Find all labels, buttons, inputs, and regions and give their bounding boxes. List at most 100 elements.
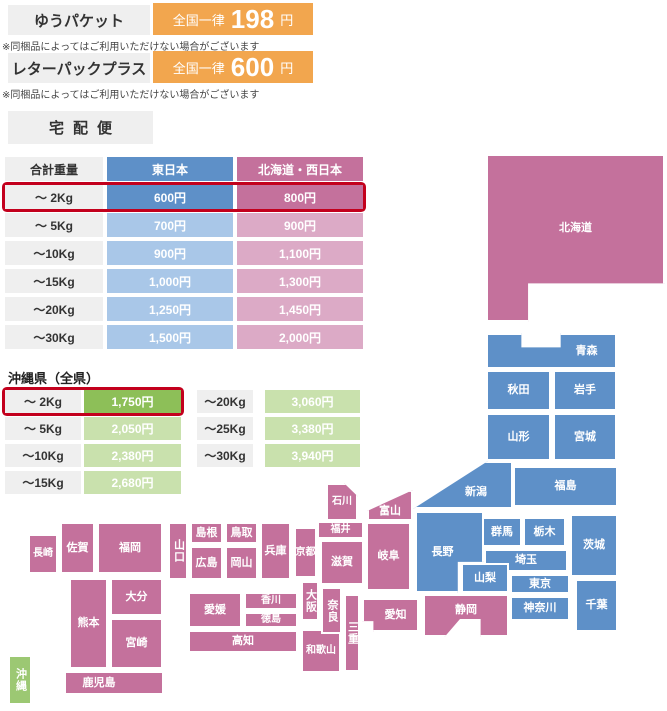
- map-region-gifu: 岐阜: [366, 522, 411, 591]
- map-region-tokyo: 東京: [510, 574, 570, 594]
- map-region-ibaraki: 茨城: [570, 514, 618, 577]
- map-region-tochigi: 栃木: [523, 517, 566, 547]
- east-price-cell: 1,000円: [107, 269, 233, 293]
- east-price-cell: 900円: [107, 241, 233, 265]
- map-region-hyogo: 兵庫: [260, 522, 291, 580]
- map-region-yamaguchi: 山口: [168, 522, 188, 580]
- price-amount: 600: [231, 54, 274, 80]
- map-region-hiroshima: 広島: [190, 546, 223, 580]
- map-region-shimane: 島根: [190, 522, 223, 544]
- east-price-cell: 1,250円: [107, 297, 233, 321]
- weight-cell: ～30Kg: [5, 325, 103, 349]
- okinawa-price-cell: 2,680円: [84, 471, 181, 494]
- rate-row: ～20Kg1,250円1,450円: [5, 297, 363, 321]
- rate-row: ～ 5Kg700円900円: [5, 213, 363, 237]
- map-region-osaka: 大阪: [301, 581, 319, 621]
- shipping-option-price: 全国一律 198 円: [153, 3, 313, 35]
- okinawa-rate-row: ～ 5Kg2,050円: [5, 417, 181, 440]
- price-amount: 198: [231, 6, 274, 32]
- price-prefix: 全国一律: [173, 10, 225, 29]
- west-price-cell: 900円: [237, 213, 363, 237]
- map-region-yamagata: 山形: [486, 413, 551, 461]
- map-region-ishikawa: 石川: [326, 483, 358, 521]
- map-region-akita: 秋田: [486, 370, 551, 411]
- header-east-japan: 東日本: [107, 157, 233, 181]
- map-region-miyazaki: 宮崎: [110, 618, 163, 669]
- header-total-weight: 合計重量: [5, 157, 103, 181]
- map-region-kagawa: 香川: [244, 592, 298, 610]
- map-region-mie: 三重: [344, 594, 360, 672]
- table-header-row: 合計重量東日本北海道・西日本: [5, 157, 363, 181]
- weight-cell: ～ 5Kg: [5, 213, 103, 237]
- map-region-kanagawa: 神奈川: [510, 596, 570, 621]
- weight-cell: ～15Kg: [5, 269, 103, 293]
- map-region-miyagi: 宮城: [553, 413, 617, 461]
- takuhaibin-title: 宅配便: [8, 111, 153, 144]
- okinawa-price-cell: 2,050円: [84, 417, 181, 440]
- okinawa-title: 沖縄県（全県）: [8, 368, 99, 387]
- shipping-option-price: 全国一律 600 円: [153, 51, 313, 83]
- map-region-iwate: 岩手: [553, 370, 617, 411]
- price-prefix: 全国一律: [173, 58, 225, 77]
- header-hokkaido-west-japan: 北海道・西日本: [237, 157, 363, 181]
- price-unit: 円: [280, 10, 293, 29]
- map-region-shizuoka: 静岡: [423, 594, 509, 637]
- rate-row: ～15Kg1,000円1,300円: [5, 269, 363, 293]
- map-region-kumamoto: 熊本: [69, 578, 108, 669]
- map-region-tokushima: 徳島: [244, 612, 298, 628]
- map-region-aomori: 青森: [486, 333, 617, 369]
- map-region-kagoshima: 鹿児島: [64, 671, 164, 695]
- okinawa-price-cell: 3,060円: [265, 390, 360, 413]
- map-region-yamanashi: 山梨: [461, 563, 509, 593]
- weight-cell: ～ 2Kg: [5, 390, 81, 413]
- shipping-info-page: ゆうパケット全国一律198円※同梱品によってはご利用いただけない場合がございます…: [0, 0, 667, 711]
- okinawa-rate-row: ～30Kg 3,940円: [197, 444, 360, 467]
- map-region-oita: 大分: [110, 578, 163, 616]
- map-region-tottori: 鳥取: [225, 522, 258, 544]
- map-region-okayama: 岡山: [225, 546, 258, 580]
- okinawa-price-cell: 2,380円: [84, 444, 181, 467]
- okinawa-price-cell: 3,380円: [265, 417, 360, 440]
- map-region-aichi: 愛知: [362, 598, 419, 632]
- rate-row: ～30Kg1,500円2,000円: [5, 325, 363, 349]
- map-region-hokkaido: 北海道: [486, 154, 665, 322]
- east-price-cell: 700円: [107, 213, 233, 237]
- map-region-kyoto: 京都: [294, 527, 317, 578]
- weight-cell: ～20Kg: [197, 390, 253, 413]
- map-region-chiba: 千葉: [575, 579, 618, 632]
- map-region-saga: 佐賀: [60, 522, 95, 574]
- shipping-option-note: ※同梱品によってはご利用いただけない場合がございます: [2, 86, 259, 101]
- rate-row: ～10Kg900円1,100円: [5, 241, 363, 265]
- okinawa-rate-row: ～25Kg 3,380円: [197, 417, 360, 440]
- shipping-option-name: ゆうパケット: [8, 5, 150, 35]
- map-region-nagasaki: 長崎: [28, 534, 58, 574]
- okinawa-rate-row: ～15Kg2,680円: [5, 471, 181, 494]
- map-region-gunma: 群馬: [482, 517, 522, 547]
- weight-cell: ～ 2Kg: [5, 185, 103, 209]
- map-region-fukuoka: 福岡: [97, 522, 163, 574]
- okinawa-rate-row: ～ 2Kg1,750円: [5, 390, 181, 413]
- map-region-ehime: 愛媛: [188, 592, 242, 628]
- map-region-niigata: 新潟: [413, 461, 513, 509]
- weight-cell: ～20Kg: [5, 297, 103, 321]
- east-price-cell: 1,500円: [107, 325, 233, 349]
- okinawa-price-cell: 3,940円: [265, 444, 360, 467]
- weight-cell: ～ 5Kg: [5, 417, 81, 440]
- east-price-cell: 600円: [107, 185, 233, 209]
- weight-cell: ～10Kg: [5, 241, 103, 265]
- west-price-cell: 1,100円: [237, 241, 363, 265]
- weight-cell: ～30Kg: [197, 444, 253, 467]
- map-region-shiga: 滋賀: [320, 540, 364, 585]
- map-region-nara: 奈良: [321, 587, 342, 634]
- weight-cell: ～25Kg: [197, 417, 253, 440]
- okinawa-rate-row: ～20Kg 3,060円: [197, 390, 360, 413]
- west-price-cell: 1,450円: [237, 297, 363, 321]
- rate-row: ～ 2Kg600円800円: [5, 185, 363, 209]
- price-unit: 円: [280, 58, 293, 77]
- map-region-kochi: 高知: [188, 630, 298, 653]
- west-price-cell: 800円: [237, 185, 363, 209]
- map-region-okinawa: 沖縄: [8, 655, 32, 705]
- okinawa-price-cell: 1,750円: [84, 390, 181, 413]
- map-region-wakayama: 和歌山: [301, 629, 341, 673]
- okinawa-rate-row: ～10Kg2,380円: [5, 444, 181, 467]
